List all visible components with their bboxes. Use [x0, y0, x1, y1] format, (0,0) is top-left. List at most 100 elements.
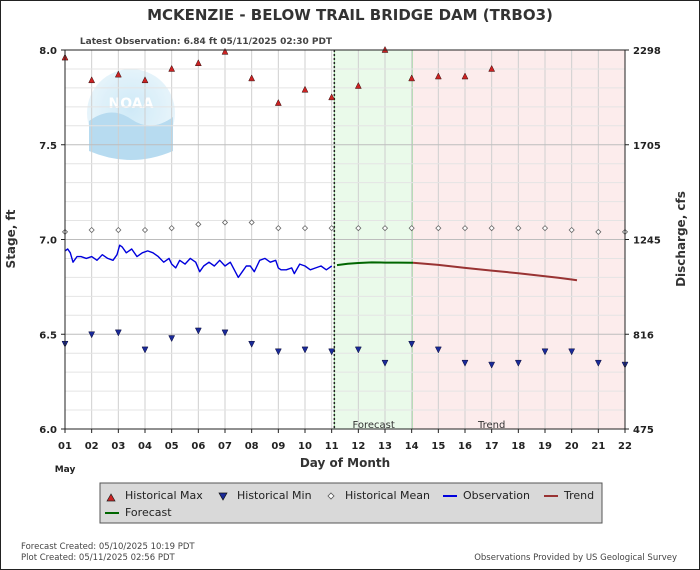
x-tick-label: 17: [485, 441, 499, 452]
historical-min-point: [381, 359, 389, 367]
historical-mean-point: [301, 225, 309, 232]
historical-mean-point: [115, 226, 122, 234]
y-tick-label: 7.5: [39, 141, 57, 152]
x-tick-label: 09: [271, 441, 285, 452]
legend-hist-max-symbol: [106, 493, 116, 502]
legend-forecast-label: Forecast: [125, 506, 172, 519]
legend-hist-mean-label: Historical Mean: [345, 489, 430, 502]
historical-mean-point: [195, 221, 202, 228]
historical-max-point: [194, 59, 202, 67]
y-tick-label: 6.0: [39, 425, 57, 436]
forecast-created-text: Forecast Created: 05/10/2025 10:19 PDT: [21, 542, 195, 552]
plot-created-text: Plot Created: 05/11/2025 02:56 PDT: [21, 553, 175, 563]
legend-observation-label: Observation: [463, 489, 530, 502]
historical-min-point: [141, 346, 149, 354]
plot-area: NOAA Forecast Trend: [61, 45, 629, 431]
y2-axis-ticks: 475 816 1245 1705 2298: [625, 46, 661, 436]
historical-mean-point: [275, 225, 282, 232]
x-tick-label: 04: [138, 441, 152, 452]
y2-tick-label: 1245: [633, 236, 661, 247]
x-tick-label: 11: [325, 441, 339, 452]
grid-lines: [64, 50, 626, 429]
historical-min-point: [248, 340, 256, 348]
x-tick-label: 15: [431, 441, 445, 452]
x-axis-label: Day of Month: [300, 456, 390, 470]
historical-mean-point: [568, 226, 575, 234]
chart-title: MCKENZIE - BELOW TRAIL BRIDGE DAM (TRBO3…: [147, 6, 553, 24]
chart-legend: Historical Max Historical Min Historical…: [99, 482, 603, 524]
x-tick-label: 07: [218, 441, 232, 452]
historical-mean-point: [435, 225, 442, 232]
y-tick-label: 6.5: [39, 330, 57, 341]
historical-min-point: [88, 331, 96, 339]
historical-mean-point: [248, 219, 255, 226]
x-tick-label: 03: [111, 441, 125, 452]
historical-mean-point: [141, 226, 149, 234]
x-tick-label: 19: [538, 441, 552, 452]
historical-max-point: [301, 85, 309, 93]
historical-max-point: [88, 76, 96, 84]
historical-min-point: [221, 329, 229, 337]
historical-min-point: [168, 335, 176, 343]
latest-observation-text: Latest Observation: 6.84 ft 05/11/2025 0…: [80, 37, 333, 47]
y-axis-label: Stage, ft: [4, 209, 18, 268]
y-tick-label: 7.0: [39, 236, 57, 247]
observation-line: [64, 244, 333, 279]
historical-max-point: [141, 76, 149, 84]
x-tick-label: 20: [565, 441, 579, 452]
x-tick-label: 13: [378, 441, 392, 452]
trend-line: [412, 261, 578, 282]
historical-min-point: [461, 359, 469, 367]
legend-trend-label: Trend: [563, 489, 594, 502]
historical-min-point: [194, 327, 202, 335]
x-tick-label: 05: [165, 441, 179, 452]
series-layer: [61, 45, 629, 369]
x-tick-label: 10: [298, 441, 312, 452]
historical-max-point: [461, 72, 469, 80]
x-tick-label: 02: [85, 441, 99, 452]
historical-max-point: [354, 81, 362, 89]
historical-min-point: [328, 348, 336, 356]
historical-max-point: [274, 99, 282, 106]
historical-min-point: [408, 340, 416, 348]
legend-hist-max-label: Historical Max: [125, 489, 203, 502]
historical-mean-point: [381, 225, 389, 232]
historical-mean-point: [408, 225, 415, 232]
x-tick-label: 18: [511, 441, 525, 452]
x-tick-label: 16: [458, 441, 472, 452]
forecast-line: [336, 261, 414, 267]
x-tick-label: 21: [591, 441, 605, 452]
historical-mean-point: [541, 225, 549, 232]
historical-max-point: [168, 64, 176, 72]
historical-max-point: [114, 70, 122, 78]
legend-box: [99, 482, 603, 524]
historical-mean-point: [88, 226, 95, 234]
historical-min-point: [568, 348, 576, 356]
x-axis-ticks: 01 02 03 04 05 06 07 08 09 10 11 12 13 14 15 16 17 18 19 20…: [58, 429, 632, 452]
historical-min-point: [274, 348, 282, 356]
historical-max-point: [434, 72, 442, 80]
data-provider-text: Observations Provided by US Geological S…: [474, 553, 677, 563]
historical-max-point: [488, 64, 496, 72]
noaa-logo: NOAA: [87, 69, 175, 160]
historical-min-point: [114, 329, 122, 337]
historical-mean-point: [488, 225, 495, 232]
x-tick-label: 22: [618, 441, 632, 452]
x-tick-label: 06: [191, 441, 205, 452]
historical-max-point: [328, 93, 336, 101]
historical-min-point: [434, 346, 442, 354]
historical-max-point: [248, 74, 256, 82]
historical-min-point: [301, 346, 309, 354]
historical-mean-point: [328, 225, 335, 232]
historical-max-point: [408, 74, 416, 82]
historical-mean-point: [168, 225, 175, 232]
legend-hist-mean-symbol: [327, 492, 335, 500]
y2-tick-label: 1705: [633, 141, 661, 152]
historical-mean-point: [221, 219, 229, 226]
historical-min-point: [488, 361, 496, 369]
y2-tick-label: 475: [633, 425, 654, 436]
x-tick-label: 14: [405, 441, 419, 452]
historical-min-point: [594, 359, 602, 367]
